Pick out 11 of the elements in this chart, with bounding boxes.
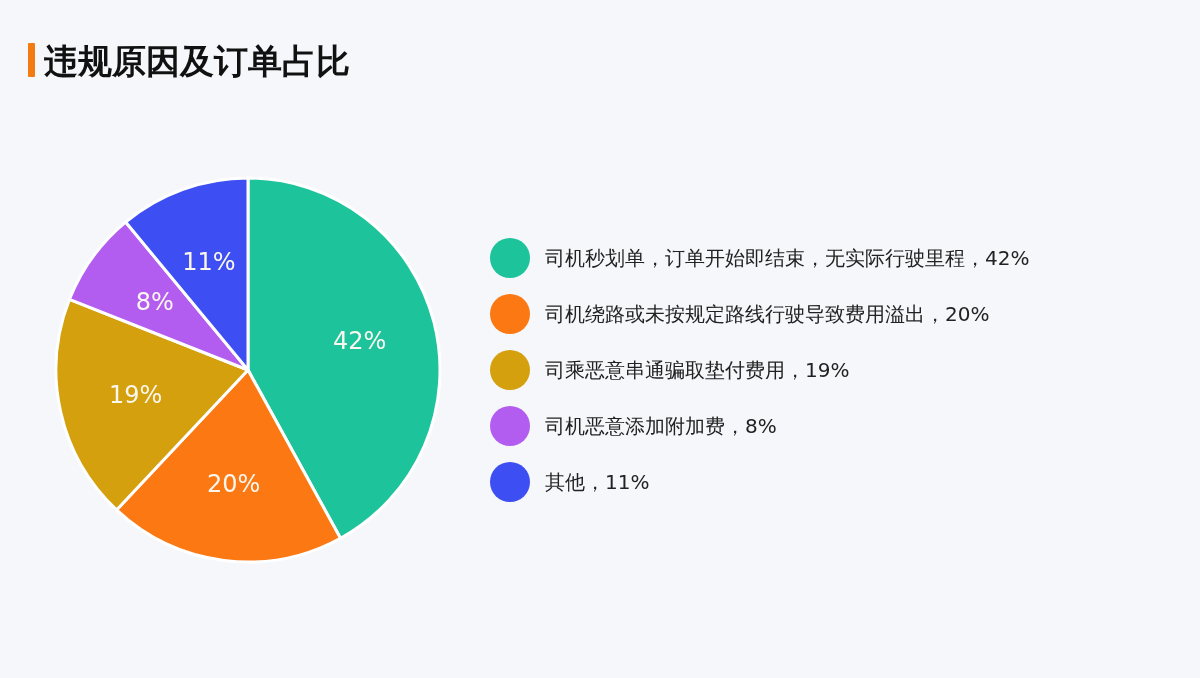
chart-title: 违规原因及订单占比 <box>43 41 350 81</box>
data-label: 11% <box>182 247 236 276</box>
legend-label: 司机绕路或未按规定路线行驶导致费用溢出，20% <box>545 302 990 326</box>
data-label: 19% <box>108 381 163 410</box>
data-label: 8% <box>135 288 174 317</box>
legend-label: 其他，11% <box>545 470 650 494</box>
legend-label: 司机秒划单，订单开始即结束，无实际行驶里程，42% <box>545 246 1030 270</box>
data-label: 20% <box>206 470 261 499</box>
data-label: 42% <box>332 327 387 356</box>
legend-label: 司机恶意添加附加费，8% <box>545 414 777 438</box>
legend-label: 司乘恶意串通骗取垫付费用，19% <box>545 358 850 382</box>
